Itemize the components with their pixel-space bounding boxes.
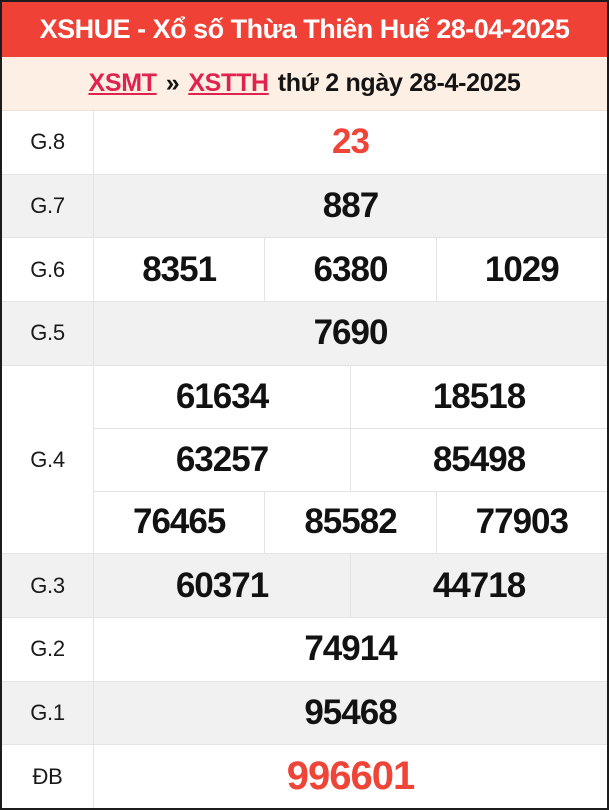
prize-number-cell: 74914: [304, 629, 397, 669]
prize-number-cell: 60371: [175, 565, 269, 605]
prize-line: 8351 6380 1029: [94, 238, 607, 301]
prize-number-cell: 77903: [435, 491, 607, 554]
prize-row-g5: G.5 7690: [2, 300, 607, 365]
prize-number-cell: 18518: [350, 365, 607, 428]
prize-line: 60371 44718: [94, 554, 607, 618]
prize-lines-g3: 60371 44718: [94, 554, 607, 618]
prize-row-g7: G.7 887: [2, 173, 607, 238]
prize-number-cell: 1029: [435, 238, 607, 301]
prize-lines-g5: 7690: [94, 302, 607, 365]
prize-row-g6: G.6 8351 6380 1029: [2, 237, 607, 301]
breadcrumb-link-region[interactable]: XSMT: [88, 69, 157, 97]
prize-lines-g6: 8351 6380 1029: [94, 238, 607, 301]
prize-number-cell: 44718: [350, 554, 607, 618]
prize-number-cell: 887: [322, 185, 379, 225]
prize-lines-g7: 887: [94, 175, 607, 238]
prize-row-g1: G.1 95468: [2, 680, 607, 745]
prize-number-cell: 61634: [175, 376, 269, 416]
prize-row-g3: G.3 60371 44718: [2, 553, 607, 618]
prize-label-g2: G.2: [2, 618, 94, 681]
prize-label-g4: G.4: [2, 365, 94, 554]
prize-line: 74914: [94, 618, 607, 681]
prize-line: 7690: [94, 302, 607, 365]
prize-number-cell: 63257: [175, 439, 269, 479]
prize-label-g5: G.5: [2, 301, 94, 365]
results-table: G.8 23 G.7 887 G.6 8351 6380 1029 G.5 7690 G.4 6163…: [2, 111, 607, 808]
prize-row-g8: G.8 23: [2, 111, 607, 174]
prize-lines-g1: 95468: [94, 682, 607, 745]
prize-number-cell: 85582: [264, 491, 435, 554]
prize-lines-g8: 23: [94, 111, 607, 174]
prize-line: 996601: [94, 745, 607, 808]
prize-lines-g2: 74914: [94, 618, 607, 681]
prize-lines-db: 996601: [94, 745, 607, 808]
prize-number-cell: 76465: [133, 502, 226, 542]
prize-number-cell: 6380: [264, 238, 435, 301]
prize-number-cell: 7690: [313, 313, 389, 353]
prize-line: 23: [94, 111, 607, 174]
prize-number-cell: 95468: [304, 693, 397, 733]
prize-label-db: ĐB: [2, 745, 94, 808]
breadcrumb-date: thứ 2 ngày 28-4-2025: [277, 69, 521, 97]
prize-row-g4: G.4 61634 18518 63257 85498 76465 85582 77903: [2, 364, 607, 554]
prize-label-g3: G.3: [2, 554, 94, 618]
breadcrumb-separator: »: [165, 69, 180, 97]
prize-label-g7: G.7: [2, 174, 94, 238]
breadcrumb: XSMT » XSTTH thứ 2 ngày 28-4-2025: [2, 57, 607, 111]
page-title: XSHUE - Xổ số Thừa Thiên Huế 28-04-2025: [39, 14, 570, 44]
prize-label-g1: G.1: [2, 681, 94, 745]
breadcrumb-link-province[interactable]: XSTTH: [188, 69, 269, 97]
prize-number-cell: 85498: [350, 428, 607, 491]
prize-line: 887: [94, 175, 607, 238]
prize-line: 63257 85498: [94, 427, 607, 491]
prize-line: 61634 18518: [94, 365, 607, 428]
prize-row-g2: G.2 74914: [2, 617, 607, 681]
prize-number-cell: 996601: [286, 754, 415, 799]
prize-line: 95468: [94, 682, 607, 745]
prize-lines-g4: 61634 18518 63257 85498 76465 85582 77903: [94, 365, 607, 554]
prize-number-cell: 23: [332, 122, 370, 162]
prize-number-cell: 8351: [142, 249, 217, 289]
prize-label-g6: G.6: [2, 238, 94, 301]
results-header: XSHUE - Xổ số Thừa Thiên Huế 28-04-2025: [2, 2, 607, 57]
prize-label-g8: G.8: [2, 111, 94, 174]
prize-line: 76465 85582 77903: [94, 490, 607, 554]
prize-row-db: ĐB 996601: [2, 744, 607, 808]
